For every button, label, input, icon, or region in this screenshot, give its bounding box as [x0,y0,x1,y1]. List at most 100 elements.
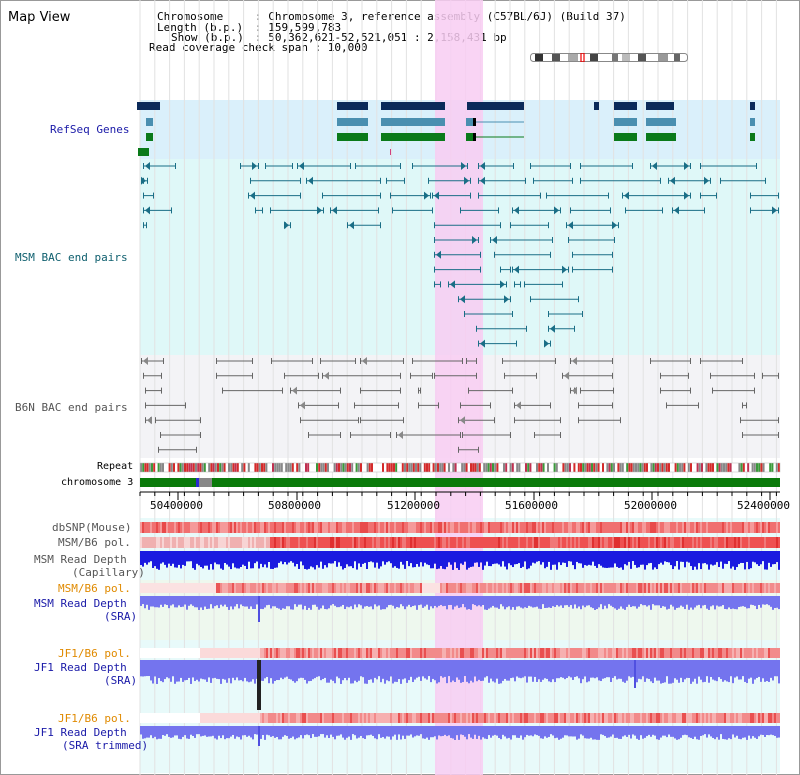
msm-depth-capillary-bar [394,551,396,567]
dbsnp-cell [446,522,448,533]
label-jf1-b6-pol-2[interactable]: JF1/B6 pol. [58,712,131,725]
dbsnp-cell [152,522,154,533]
msm-depth-capillary-bar [190,551,192,562]
jf1-pol-cell [302,648,304,658]
jf1-pol-cell [368,648,370,658]
dbsnp-cell [584,522,586,533]
jf1-pol-cell [654,648,656,658]
msm-pol-cell [698,537,700,548]
jf1-depth-trimmed-bar [490,726,492,738]
b6n-bac-pair-end [612,358,613,364]
chromosome-ideogram[interactable] [530,53,688,62]
jf1-pol2-cell [220,713,222,723]
jf1-depth-bar [402,660,404,680]
jf1-depth-bar [458,660,460,680]
dbsnp-cell [742,522,744,533]
msm-depth-capillary-bar [296,551,298,565]
repeat-mark [155,463,158,472]
jf1-depth-bar [670,660,672,684]
jf1-pol2-cell [300,713,302,723]
label-chromosome[interactable]: chromosome 3 [61,477,134,488]
label-jf1-b6-pol-1[interactable]: JF1/B6 pol. [58,647,131,660]
msm-depth-capillary-bar [326,551,328,568]
msm-depth-capillary-bar [250,551,252,569]
jf1-pol2-cell [756,713,758,723]
jf1-pol-cell [674,648,676,658]
jf1-pol-cell [576,648,578,658]
jf1-depth-trimmed-bar [740,726,742,740]
jf1-pol-cell [220,648,222,658]
jf1-pol2-cell [668,713,670,723]
msm-bac-pair-end [297,163,298,169]
jf1-pol2-cell [270,713,272,723]
msm-bac-pair-end [570,207,571,214]
msm-bac-pair-end [432,192,433,199]
jf1-depth-trimmed-bar [296,726,298,739]
label-msm-depth-capillary[interactable]: MSM Read Depth [34,553,127,566]
msm-depth-capillary-bar [300,551,302,562]
jf1-depth-trimmed-bar [332,726,334,737]
label-refseq-genes[interactable]: RefSeq Genes [50,123,130,136]
label-msm-b6-pol-2[interactable]: MSM/B6 pol. [58,582,131,595]
dbsnp-cell [698,522,700,533]
label-jf1-depth-trimmed[interactable]: JF1 Read Depth [34,726,127,739]
jf1-depth-trimmed-bar [536,726,538,736]
msm-depth-capillary-bar [568,551,570,562]
msm-depth-capillary-bar [580,551,582,564]
dbsnp-cell [340,522,342,533]
msm-depth-capillary-bar [204,551,206,566]
msm-pol-cell [504,537,506,548]
msm-depth-capillary-bar [150,551,152,562]
b6n-bac-pair-end [438,402,439,409]
msm-pol-cell [264,537,266,548]
jf1-depth-trimmed-bar [564,726,566,736]
label-repeat[interactable]: Repeat [97,461,134,472]
msm-depth-capillary-bar [666,551,668,563]
msm-pol-cell [492,537,494,548]
dbsnp-cell [476,522,478,533]
msm-depth-sra-bar [558,596,560,607]
msm-depth-sra-bar [202,596,204,610]
msm-depth-sra-bar [548,596,550,608]
msm-bac-pair-end [306,177,307,184]
msm-depth-capillary-bar [564,551,566,563]
jf1-depth-bar [578,660,580,679]
msm-depth-capillary-bar [720,551,722,562]
label-jf1-depth[interactable]: JF1 Read Depth [34,661,127,674]
label-msm-b6-pol-1[interactable]: MSM/B6 pol. [58,536,131,549]
jf1-pol-cell [412,648,414,658]
msm-pol2-cell [164,583,166,593]
msm-depth-sra-bar [602,596,604,610]
dbsnp-cell [776,522,778,533]
dbsnp-cell [194,522,196,533]
jf1-pol-cell [482,648,484,658]
msm-bac-pair-end [548,222,549,229]
repeat-mark [478,463,481,472]
msm-depth-capillary-bar [440,551,442,567]
jf1-depth-bar [608,660,610,678]
repeat-mark [734,463,736,472]
label-b6n-bac[interactable]: B6N BAC end pairs [15,401,128,414]
msm-bac-pair-end [434,222,435,229]
label-dbsnp[interactable]: dbSNP(Mouse) [52,521,132,534]
msm-pol2-cell [388,583,390,593]
b6n-bac-pair-end [690,358,691,364]
b6n-bac-pair-end [650,358,651,364]
jf1-depth-bar [550,660,552,683]
jf1-depth-bar [164,660,166,680]
repeat-mark [201,463,204,472]
b6n-bac-pair-end [320,358,321,364]
dbsnp-cell [654,522,656,533]
jf1-pol-cell [196,648,198,658]
dbsnp-cell [556,522,558,533]
label-msm-depth-sra[interactable]: MSM Read Depth [34,597,127,610]
msm-pol2-cell [586,583,588,593]
jf1-depth-trimmed-bar [318,726,320,737]
label-msm-bac[interactable]: MSM BAC end pairs [15,251,128,264]
msm-pol2-cell [624,583,626,593]
jf1-depth-trimmed-bar [480,726,482,740]
msm-pol-cell [748,537,750,548]
msm-depth-capillary-bar [424,551,426,563]
jf1-depth-bar [356,660,358,683]
